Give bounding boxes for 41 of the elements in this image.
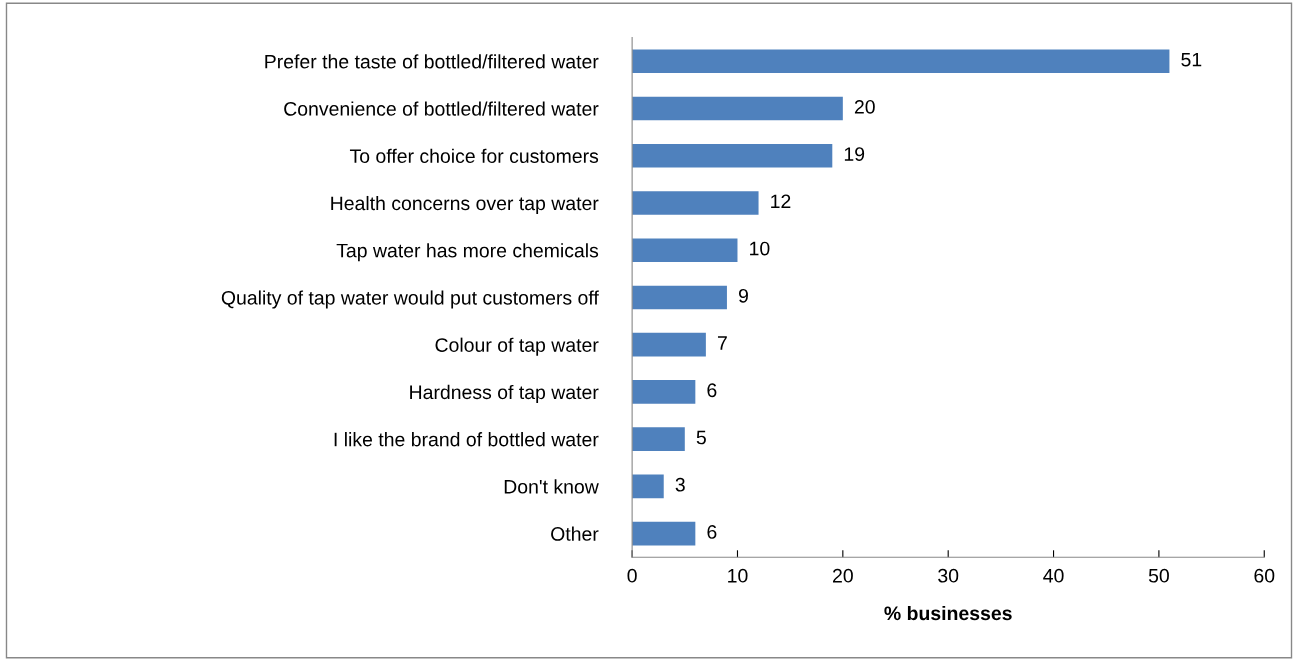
bar xyxy=(632,332,706,357)
bar xyxy=(632,49,1170,74)
y-tick-label: Hardness of tap water xyxy=(410,384,599,403)
bar xyxy=(632,96,843,121)
y-tick-label: Tap water has more chemicals xyxy=(336,243,599,262)
bar xyxy=(632,191,759,215)
x-tick-label: 30 xyxy=(938,568,959,583)
y-tick-label: I like the brand of bottled water xyxy=(334,432,599,447)
bar xyxy=(632,143,833,168)
x-tick-label: 40 xyxy=(1043,568,1064,583)
data-label: 9 xyxy=(738,288,748,303)
bar xyxy=(632,380,696,404)
x-tick-label: 60 xyxy=(1254,568,1275,583)
x-tick-label: 20 xyxy=(833,568,853,583)
data-label: 12 xyxy=(771,194,791,209)
bar xyxy=(632,521,696,546)
y-tick-label: Quality of tap water would put customers off xyxy=(221,290,599,309)
data-label: 10 xyxy=(750,241,770,256)
y-tick-label: Don't know xyxy=(504,479,599,494)
y-tick-label: Health concerns over tap water xyxy=(331,195,599,215)
bar xyxy=(632,285,727,310)
bar xyxy=(632,427,685,451)
x-tick-label: 50 xyxy=(1148,568,1169,583)
y-tick-label: Convenience of bottled/filtered water xyxy=(284,101,599,116)
y-tick-label: Colour of tap water xyxy=(435,337,599,356)
data-label: 7 xyxy=(717,336,727,350)
x-tick-label: 0 xyxy=(627,568,637,583)
y-tick-label: To offer choice for customers xyxy=(349,148,599,163)
x-axis-title: % businesses xyxy=(884,605,1012,621)
x-tick-label: 10 xyxy=(728,568,748,583)
y-tick-label: Prefer the taste of bottled/filtered water xyxy=(265,54,599,69)
bar xyxy=(632,238,738,263)
data-label: 20 xyxy=(854,99,875,114)
data-label: 19 xyxy=(844,147,865,161)
y-tick-label: Other xyxy=(551,526,599,541)
data-label: 3 xyxy=(675,477,685,492)
bar xyxy=(632,474,664,499)
data-label: 5 xyxy=(696,430,706,445)
data-label: 6 xyxy=(707,525,717,539)
data-label: 6 xyxy=(707,383,717,398)
data-label: 51 xyxy=(1181,52,1202,67)
